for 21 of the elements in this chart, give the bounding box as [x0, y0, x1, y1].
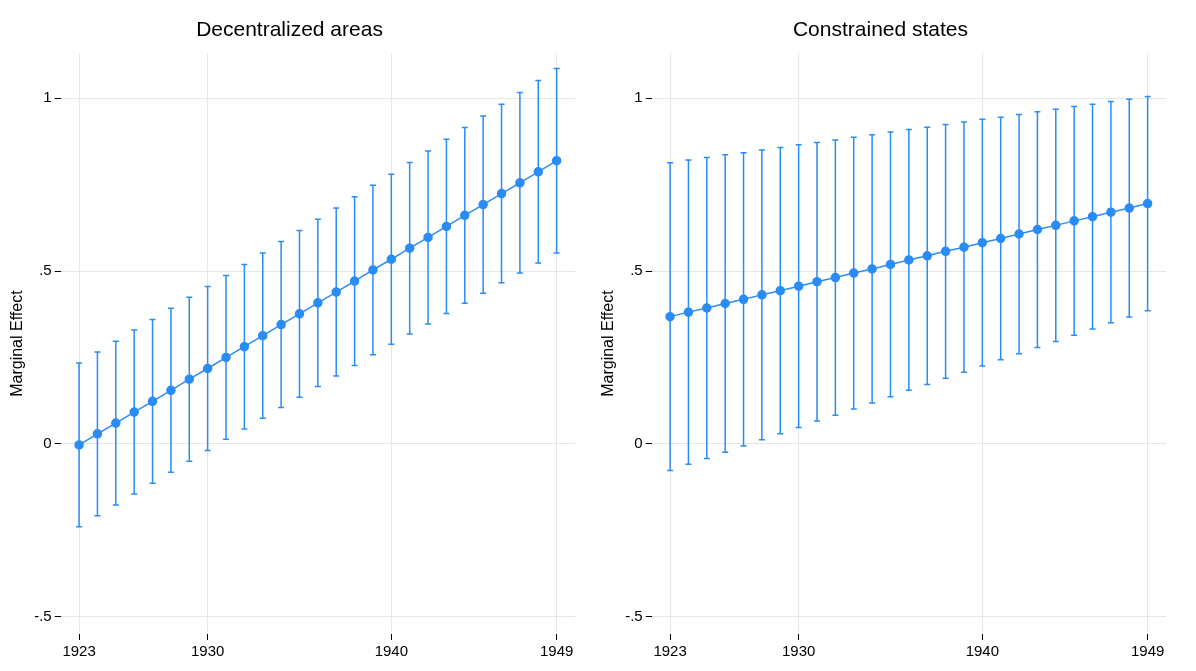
point	[349, 276, 360, 286]
x-tick-label: 1949	[1130, 642, 1165, 660]
chart-title: Constrained states	[792, 17, 969, 41]
y-axis-title: Marginal Effect	[599, 289, 617, 397]
y-tick-label: 0	[43, 434, 52, 451]
x-tick-label: 1949	[539, 642, 574, 660]
y-tick-label: .5	[630, 261, 643, 279]
x-tick-label: 1930	[781, 642, 816, 660]
x-tick-label: 1923	[653, 642, 687, 660]
y-tick-label: -.5	[625, 606, 643, 624]
x-tick-label: 1923	[62, 642, 96, 660]
y-tick-label: 1	[634, 88, 643, 106]
x-tick-label: 1930	[190, 642, 225, 660]
y-tick-label: -.5	[34, 606, 52, 624]
y-axis-title: Marginal Effect	[8, 289, 26, 397]
y-tick-label: 1	[43, 88, 52, 106]
chart-title: Decentralized areas	[196, 17, 383, 41]
x-tick-label: 1940	[965, 642, 1000, 660]
x-tick-label: 1940	[374, 642, 409, 660]
y-tick-label: 0	[634, 434, 643, 451]
y-tick-label: .5	[39, 261, 52, 279]
